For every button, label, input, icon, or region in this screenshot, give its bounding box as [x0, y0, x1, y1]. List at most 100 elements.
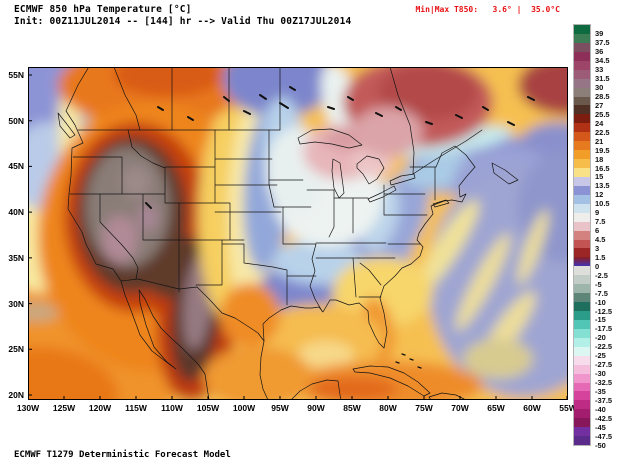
colorbar-segment: 27	[574, 96, 603, 110]
colorbar-tick-label: 1.5	[595, 252, 606, 262]
colorbar-tick-label: -2.5	[595, 270, 608, 280]
colorbar-segment: 1.5	[574, 248, 605, 262]
colorbar-tick-label: -7.5	[595, 288, 608, 298]
colorbar-tick-label: 31.5	[595, 74, 610, 84]
colorbar-segment: 31.5	[574, 69, 610, 83]
colorbar-tick-label: -47.5	[595, 431, 613, 441]
colorbar-segment: 4.5	[574, 230, 605, 244]
lon-label: 55W	[559, 403, 577, 413]
colorbar-segment: 16.5	[574, 159, 610, 173]
colorbar-segment: -27.5	[574, 355, 612, 369]
colorbar-tick-label: -5	[595, 279, 602, 289]
lon-label: 130W	[16, 403, 40, 413]
lon-label: 100W	[232, 403, 256, 413]
lon-label: 80W	[379, 403, 397, 413]
western-state-borders	[69, 129, 282, 293]
colorbar-segment: -2.5	[574, 266, 608, 280]
colorbar-segment: 0	[574, 257, 599, 271]
lake-huron	[356, 155, 385, 185]
lat-label: 50N	[8, 115, 24, 126]
colorbar-tick-label: 16.5	[595, 163, 610, 173]
colorbar-segment: 10.5	[574, 194, 610, 208]
lon-label: 70W	[451, 403, 469, 413]
init-valid-line: Init: 00Z11JUL2014 -- [144] hr --> Valid…	[14, 16, 352, 27]
colorbar-tick-label: 33	[595, 65, 604, 75]
colorbar-segment: 21	[574, 132, 603, 146]
lat-label: 30N	[8, 298, 24, 309]
colorbar-segment: 24	[574, 114, 603, 128]
colorbar-tick-label: 0	[595, 261, 600, 271]
colorbar-tick-label: -27.5	[595, 360, 613, 370]
colorbar-tick-label: 37.5	[595, 38, 610, 48]
colorbar-tick-label: 28.5	[595, 92, 610, 101]
nova-scotia	[491, 162, 519, 185]
st-lawrence-river	[412, 129, 483, 175]
lon-label: 120W	[88, 403, 112, 413]
yucatan-coast	[290, 379, 342, 400]
axis-ticks	[28, 74, 568, 400]
colorbar-tick-label: -15	[595, 315, 606, 325]
colorbar-segment: 18	[574, 150, 603, 164]
colorbar-tick-label: 25.5	[595, 109, 610, 119]
vancouver-island	[57, 112, 76, 139]
us-mexico-border	[120, 278, 265, 342]
colorbar-tick-label: 10.5	[595, 199, 610, 209]
colorbar-segment: 25.5	[574, 105, 610, 119]
northeast-border	[409, 145, 476, 168]
colorbar-segment: -12.5	[574, 302, 612, 316]
colorbar-tick-label: 30	[595, 83, 604, 93]
colorbar-tick-label: 22.5	[595, 127, 610, 137]
colorbar-segment: 19.5	[574, 141, 610, 155]
province-borders	[113, 67, 415, 175]
colorbar-segment: 13.5	[574, 176, 610, 190]
colorbar-tick-label: -12.5	[595, 306, 613, 316]
lon-label: 110W	[161, 403, 183, 413]
colorbar-segment: -35	[574, 382, 606, 396]
colorbar-tick-label: -37.5	[595, 395, 613, 405]
colorbar-segment: 37.5	[574, 33, 610, 47]
colorbar-tick-label: 36	[595, 47, 604, 57]
max-value: 35.0°C	[531, 5, 560, 14]
colorbar-segment: 9	[574, 203, 599, 217]
colorbar-segment: -47.5	[574, 427, 612, 441]
colorbar-segment: -20	[574, 328, 606, 342]
colorbar-segment: 34.5	[574, 51, 610, 65]
lat-label: 35N	[8, 252, 24, 263]
colorbar-segment: -32.5	[574, 373, 612, 387]
colorbar-segment: -50	[574, 436, 606, 450]
colorbar-tick-label: 21	[595, 136, 604, 146]
long-island	[432, 199, 450, 208]
colorbar-tick-label: -35	[595, 386, 606, 396]
colorbar-segment: 7.5	[574, 212, 605, 226]
colorbar-tick-label: 3	[595, 243, 600, 253]
colorbar-tick-label: 27	[595, 100, 604, 110]
map-canvas	[28, 67, 568, 400]
temperature-field	[28, 67, 568, 400]
colorbar-tick-label: 7.5	[595, 217, 606, 227]
colorbar-tick-label: -20	[595, 333, 606, 343]
colorbar-tick-label: 6	[595, 226, 600, 236]
colorbar-segment: 30	[574, 78, 603, 92]
colorbar-tick-label: 39	[595, 29, 604, 39]
lon-label: 60W	[523, 403, 541, 413]
lat-label: 40N	[8, 207, 24, 218]
colorbar-segment: -5	[574, 275, 602, 289]
colorbar-tick-label: -50	[595, 440, 606, 450]
lake-ontario	[389, 173, 416, 186]
colorbar-tick-label: -22.5	[595, 342, 613, 352]
colorbar-tick-label: -30	[595, 369, 606, 379]
colorbar-segment: 22.5	[574, 123, 610, 137]
colorbar-segment: -22.5	[574, 337, 612, 351]
lake-superior	[297, 128, 363, 149]
colorbar-segment: 15	[574, 168, 603, 181]
colorbar-segment: 33	[574, 60, 603, 74]
colorbar-segment: 6	[574, 221, 599, 235]
colorbar-tick-label: -25	[595, 351, 606, 361]
temperature-colorbar: 39 37.5 36 34.5 33 31.5 30 28.5 27 25.5 24 22.5 21 19…	[573, 24, 612, 450]
colorbar-segment: -17.5	[574, 319, 612, 333]
lat-label: 55N	[8, 70, 24, 80]
lon-label: 85W	[343, 403, 361, 413]
eastern-state-borders	[328, 166, 436, 298]
lon-label: 125W	[52, 403, 76, 413]
map-plot-area	[28, 67, 568, 400]
